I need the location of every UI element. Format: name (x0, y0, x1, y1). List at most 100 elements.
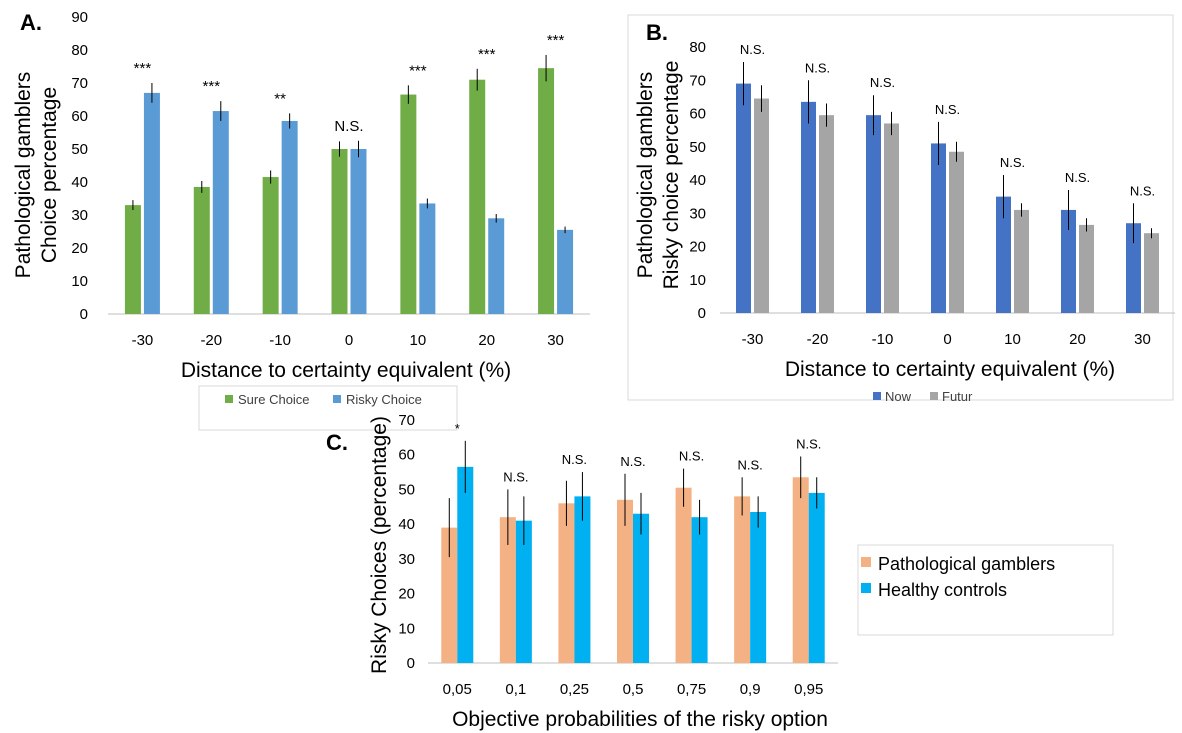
panel-b-y-tick-label: 60 (689, 106, 706, 123)
panel-b-bar (1061, 209, 1076, 313)
panel-a-y-tick-label: 20 (71, 240, 88, 257)
panel-a-x-tick-label: -20 (200, 332, 222, 349)
panel-b-bar (1014, 209, 1029, 313)
panel-a-x-tick-label: -30 (132, 332, 154, 349)
panel-b-y-tick-label: 0 (698, 305, 706, 322)
panel-b-legend: Now Futur (873, 389, 973, 404)
panel-c-bar (617, 499, 633, 663)
panel-c-y-tick-label: 10 (398, 620, 415, 637)
panel-c-bar (808, 492, 825, 663)
panel-a-y-tick-label: 60 (71, 108, 88, 125)
panel-c-y-tick-label: 70 (398, 412, 415, 429)
panel-a-x-tick-label: 20 (478, 332, 495, 349)
panel-b-legend-swatch-now (873, 392, 881, 400)
panel-c-x-tick-label: 0,25 (560, 681, 589, 698)
panel-c-x-tick-label: 0,95 (794, 681, 823, 698)
panel-b-x-tick-label: -20 (807, 331, 829, 348)
panel-c-bar (499, 517, 516, 663)
panel-a-bar (419, 203, 436, 314)
panel-c-x-tick-label: 0,75 (677, 681, 706, 698)
panel-b-bar (884, 123, 899, 313)
panel-c-legend-frame (857, 544, 1114, 636)
panel-a-letter: A. (20, 10, 42, 35)
panel-c-x-tick-label: 0,05 (443, 681, 472, 698)
panel-b-legend-swatch-futur (930, 392, 938, 400)
panel-a-significance-label: N.S. (334, 118, 363, 135)
panel-c-significance-label: N.S. (503, 469, 528, 484)
panel-c-bar (675, 487, 692, 663)
panel-a-y-tick-label: 80 (71, 42, 88, 59)
panel-a-bar (400, 94, 417, 314)
panel-b: B. Pathological gamblers Risky choice pe… (627, 14, 1175, 404)
panel-b-bar (1126, 223, 1141, 313)
panel-a-bar (212, 111, 229, 314)
panel-c-legend-label-controls: Healthy controls (878, 580, 1007, 600)
panel-a-x-tick-label: -10 (269, 332, 291, 349)
panel-a-y-label-line-2: Choice percentage (38, 87, 61, 263)
panel-a-x-tick-label: 10 (410, 332, 427, 349)
panel-b-significance-label: N.S. (805, 60, 830, 75)
panel-a-significance-label: ** (274, 90, 286, 107)
panel-a-bar (143, 92, 160, 315)
panel-c-y-tick-label: 40 (398, 516, 415, 533)
panel-a-legend: Sure Choice Risky Choice (225, 392, 422, 407)
panel-c-x-tick-label: 0,5 (623, 681, 644, 698)
panel-b-significance-label: N.S. (870, 75, 895, 90)
panel-b-y-tick-label: 30 (689, 205, 706, 222)
panel-a-bar (193, 186, 210, 314)
panel-a-bar (281, 120, 298, 314)
panel-a-y-tick-label: 0 (80, 306, 88, 323)
panel-b-significance-label: N.S. (740, 42, 765, 57)
panel-a-bar (331, 149, 348, 314)
panel-c: C. Risky Choices (percentage) Objective … (326, 412, 1114, 731)
panel-c-y-tick-label: 60 (398, 447, 415, 464)
panel-a-y-tick-label: 70 (71, 75, 88, 92)
panel-a-significance-label: *** (409, 62, 427, 79)
panel-a-y-tick-label: 90 (71, 9, 88, 26)
panel-c-y-axis-label: Risky Choices (percentage) (368, 416, 391, 674)
panel-c-y-tick-label: 0 (407, 655, 415, 672)
panel-b-bar (866, 115, 881, 313)
panel-c-y-tick-label: 30 (398, 551, 415, 568)
panel-b-legend-label-now: Now (885, 389, 912, 404)
panel-b-legend-label-futur: Futur (942, 389, 973, 404)
panel-a-y-tick-label: 50 (71, 141, 88, 158)
panel-a-legend-frame (198, 385, 458, 431)
panel-a: A. Pathological gamblers Choice percenta… (12, 9, 590, 431)
panel-b-x-tick-label: 0 (943, 331, 951, 348)
panel-c-bar (515, 520, 532, 663)
panel-b-y-label-line-1: Pathological gamblers (634, 72, 657, 279)
panel-b-y-tick-label: 70 (689, 72, 706, 89)
panel-c-x-tick-label: 0,9 (740, 681, 761, 698)
panel-c-significance-label: * (455, 421, 460, 436)
panel-a-significance-label: *** (203, 78, 221, 95)
panel-a-x-tick-label: 30 (547, 332, 564, 349)
panel-b-y-tick-label: 20 (689, 239, 706, 256)
panel-c-plot: 0 10 20 30 40 50 60 70 * 0,05 N.S. 0,1 N.S. 0,25 N.S. 0… (398, 412, 838, 698)
panel-a-y-tick-label: 30 (71, 207, 88, 224)
panel-b-significance-label: N.S. (1000, 155, 1025, 170)
panel-b-y-tick-label: 80 (689, 39, 706, 56)
panel-a-bar (538, 68, 555, 315)
panel-c-legend-swatch-gamblers (861, 557, 871, 567)
panel-b-significance-label: N.S. (1130, 183, 1155, 198)
panel-b-letter: B. (646, 20, 668, 45)
panel-a-bar (124, 205, 141, 314)
panel-c-significance-label: N.S. (562, 452, 587, 467)
panel-c-legend-swatch-controls (861, 583, 871, 593)
panel-c-bar (457, 466, 474, 663)
panel-a-x-tick-label: 0 (345, 332, 353, 349)
panel-c-x-tick-label: 0,1 (505, 681, 526, 698)
panel-b-x-tick-label: 10 (1004, 331, 1021, 348)
panel-c-significance-label: N.S. (796, 436, 821, 451)
panel-a-y-label-line-1: Pathological gamblers (12, 72, 35, 279)
panel-c-legend-label-gamblers: Pathological gamblers (878, 554, 1055, 574)
panel-c-legend: Pathological gamblers Healthy controls (861, 554, 1055, 600)
panel-b-bar (996, 196, 1011, 313)
panel-b-bar (801, 101, 816, 313)
panel-b-bar (1144, 233, 1159, 313)
panel-b-bar (736, 83, 751, 313)
panel-c-bar (558, 503, 575, 663)
panel-c-significance-label: N.S. (737, 457, 762, 472)
panel-a-significance-label: *** (478, 46, 496, 63)
